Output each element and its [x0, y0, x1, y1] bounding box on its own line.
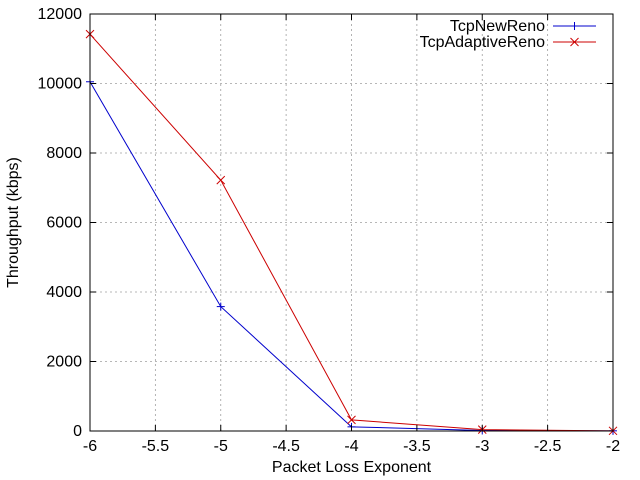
y-axis-label: Throughput (kbps): [5, 157, 22, 288]
y-tick-label: 8000: [46, 145, 82, 162]
legend-label-tcpnewreno: TcpNewReno: [450, 18, 545, 35]
x-tick-label: -3: [475, 438, 489, 455]
x-tick-label: -4: [344, 438, 358, 455]
y-tick-label: 12000: [38, 6, 83, 23]
legend-marker-tcpnewreno: [570, 22, 579, 30]
y-tick-label: 2000: [46, 354, 82, 371]
grid-lines: [90, 14, 613, 431]
x-tick-label: -4.5: [272, 438, 300, 455]
data-point-tcpadaptivereno: [347, 415, 356, 425]
x-tick-label: -5: [214, 438, 228, 455]
x-tick-label: -3.5: [403, 438, 431, 455]
legend-label-tcpadaptivereno: TcpAdaptiveReno: [420, 34, 546, 51]
y-tick-label: 0: [73, 423, 82, 440]
series-line-tcpadaptivereno: [89, 33, 614, 432]
x-axis-label: Packet Loss Exponent: [272, 459, 432, 476]
x-tick-label: -5.5: [142, 438, 170, 455]
y-tick-label: 6000: [46, 215, 82, 232]
data-point-tcpadaptivereno: [216, 175, 226, 185]
y-tick-label: 10000: [38, 76, 83, 93]
legend-marker-tcpadaptivereno: [570, 37, 579, 47]
x-tick-label: -2.5: [534, 438, 562, 455]
axes: -6 -5.5 -5 -4.5 -4 -3.5 -3 -2.5 -2 0 2000 4000 6000 8…: [38, 6, 621, 455]
y-tick-label: 4000: [46, 284, 82, 301]
x-tick-label: -6: [83, 438, 97, 455]
x-tick-label: -2: [606, 438, 620, 455]
data-point-tcpnewreno: [216, 302, 225, 311]
